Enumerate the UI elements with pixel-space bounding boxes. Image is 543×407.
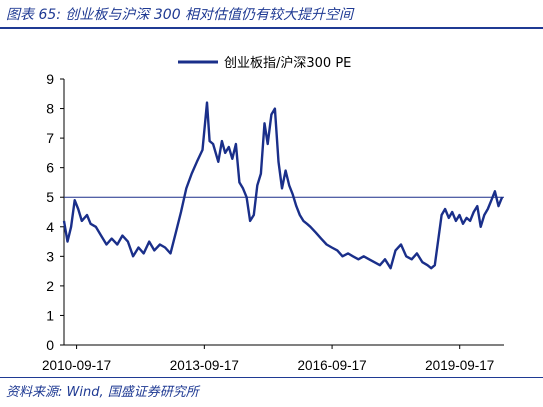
title-divider xyxy=(0,27,543,29)
y-tick-label: 0 xyxy=(46,337,54,353)
series-line xyxy=(62,101,504,270)
legend: 创业板指/沪深300 PE xyxy=(178,55,351,71)
y-tick-label: 5 xyxy=(46,189,54,205)
y-tick-label: 7 xyxy=(46,130,54,146)
tick-labels: 0 1 2 3 4 5 6 7 8 9 2010-09-17 2013-09-17 2016-09-17… xyxy=(42,71,494,373)
figure-title: 图表 65: 创业板与沪深 300 相对估值仍有较大提升空间 xyxy=(6,7,354,23)
line-chart: 0 1 2 3 4 5 6 7 8 9 2010-09-17 2013-09-17 2016-09-17… xyxy=(42,55,504,373)
source-note: 资料来源: Wind, 国盛证券研究所 xyxy=(6,385,199,400)
source-divider xyxy=(0,377,543,378)
y-tick-label: 2 xyxy=(46,278,54,294)
y-tick-label: 6 xyxy=(46,160,54,176)
y-tick-label: 1 xyxy=(46,307,54,323)
y-tick-label: 3 xyxy=(46,248,54,264)
axes xyxy=(60,78,504,349)
x-tick-label: 2019-09-17 xyxy=(425,358,494,373)
y-tick-label: 4 xyxy=(46,219,54,235)
y-tick-label: 8 xyxy=(46,101,54,117)
y-tick-label: 9 xyxy=(46,71,54,87)
x-tick-label: 2016-09-17 xyxy=(298,358,367,373)
x-tick-label: 2010-09-17 xyxy=(42,358,111,373)
x-tick-label: 2013-09-17 xyxy=(170,358,239,373)
legend-label: 创业板指/沪深300 PE xyxy=(224,55,351,71)
